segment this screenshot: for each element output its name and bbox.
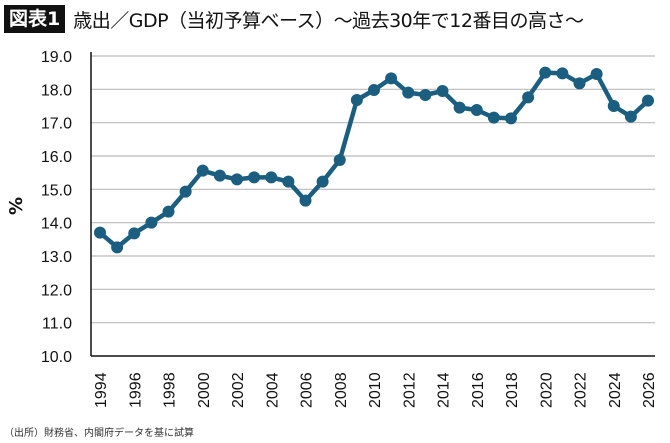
data-point	[436, 85, 449, 97]
data-point	[350, 94, 363, 106]
y-tick-label: 14.0	[41, 216, 72, 233]
x-tick-label: 2002	[230, 372, 247, 408]
x-tick-label: 2000	[196, 372, 213, 408]
x-tick-label: 2010	[367, 372, 384, 408]
y-tick-label: 15.0	[41, 182, 72, 199]
source-note: （出所）財務省、内閣府データを基に試算	[4, 428, 194, 439]
x-tick-label: 2022	[573, 372, 590, 408]
title-text: 歳出／GDP（当初予算ベース）〜過去30年で12番目の高さ〜	[73, 9, 584, 32]
data-point	[179, 185, 192, 198]
data-point	[556, 67, 569, 80]
x-tick-label: 2012	[401, 372, 418, 408]
data-point	[248, 171, 261, 184]
data-point	[282, 175, 295, 188]
data-point	[94, 226, 106, 239]
figure-badge: 図表1	[4, 5, 66, 33]
data-point	[590, 68, 603, 80]
data-point	[128, 227, 141, 240]
data-point	[487, 111, 500, 124]
x-tick-label: 2004	[264, 372, 281, 408]
data-line	[98, 70, 650, 250]
x-tick-label: 2016	[470, 372, 487, 408]
data-point	[505, 112, 517, 125]
x-tick-label: 1998	[162, 372, 179, 408]
y-axis-label: %	[6, 197, 27, 215]
data-point	[333, 154, 346, 166]
data-point	[111, 241, 124, 254]
data-point	[419, 89, 432, 101]
x-tick-label: 2008	[333, 372, 350, 408]
data-point	[539, 66, 552, 79]
data-point	[624, 110, 637, 123]
chart-title: 図表1 歳出／GDP（当初予算ベース）〜過去30年で12番目の高さ〜	[4, 4, 584, 34]
data-point	[162, 205, 175, 218]
data-point	[145, 216, 158, 229]
y-tick-label: 12.0	[41, 282, 72, 299]
data-point	[573, 77, 586, 90]
data-point	[316, 175, 329, 188]
x-tick-label: 2014	[436, 372, 453, 408]
data-point	[213, 169, 226, 182]
data-point	[196, 164, 209, 177]
y-tick-label: 17.0	[41, 116, 72, 133]
data-point	[402, 86, 415, 99]
y-tick-label: 19.0	[41, 49, 72, 66]
x-tick-label: 2018	[504, 372, 521, 408]
data-point	[607, 100, 620, 112]
x-tick-label: 2024	[607, 372, 624, 408]
data-point	[522, 91, 535, 104]
y-tick-label: 11.0	[42, 316, 72, 333]
y-tick-label: 13.0	[41, 249, 72, 266]
y-tick-label: 10.0	[41, 349, 72, 366]
data-point	[470, 104, 483, 116]
data-point	[265, 171, 278, 184]
data-point	[453, 101, 466, 114]
x-tick-label: 2020	[538, 372, 555, 408]
y-tick-label: 16.0	[41, 149, 72, 166]
x-tick-label: 1996	[127, 372, 144, 408]
x-tick-label: 1994	[93, 372, 110, 408]
data-point	[231, 173, 243, 186]
data-point	[385, 72, 398, 85]
data-point	[299, 194, 312, 207]
y-tick-label: 18.0	[41, 82, 72, 99]
data-point	[368, 84, 380, 96]
x-tick-label: 2006	[299, 372, 316, 408]
x-tick-label: 2026	[641, 372, 658, 408]
data-point	[642, 94, 654, 107]
